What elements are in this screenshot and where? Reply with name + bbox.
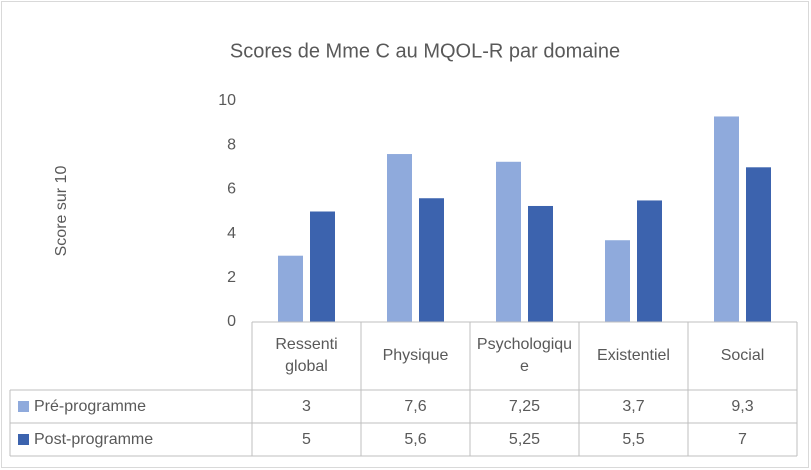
legend-label: Pré-programme xyxy=(34,397,147,415)
legend-cell: Pré-programme xyxy=(10,390,252,423)
y-tick-label: 4 xyxy=(227,225,236,242)
legend-swatch xyxy=(18,434,29,445)
table-value: 5,6 xyxy=(404,430,427,448)
table-value: 7,25 xyxy=(508,397,541,415)
legend-swatch xyxy=(18,401,29,412)
table-value: 7,6 xyxy=(404,397,427,415)
bar xyxy=(714,116,739,322)
legend-label: Post-programme xyxy=(34,430,154,448)
chart-title: Scores de Mme C au MQOL-R par domaine xyxy=(230,40,620,62)
y-tick-label: 8 xyxy=(227,136,236,153)
category-label: Psychologique xyxy=(476,336,573,375)
category-label: Existentiel xyxy=(597,347,670,364)
table-value: 5 xyxy=(302,430,311,448)
bar xyxy=(278,255,303,322)
bar xyxy=(528,205,553,322)
bar xyxy=(387,154,412,322)
bar xyxy=(496,161,521,322)
y-tick-label: 10 xyxy=(218,92,236,109)
table-value: 7 xyxy=(738,430,747,448)
table-value: 5,25 xyxy=(508,430,541,448)
table-value: 3 xyxy=(302,397,311,415)
table-value: 5,5 xyxy=(622,430,645,448)
table-value: 9,3 xyxy=(731,397,754,415)
y-axis-title: Score sur 10 xyxy=(53,166,70,257)
bar xyxy=(419,198,444,322)
bar xyxy=(310,211,335,322)
bar xyxy=(637,200,662,322)
category-label: Social xyxy=(720,347,765,364)
bar xyxy=(605,240,630,322)
table-value: 3,7 xyxy=(622,397,645,415)
legend-cell: Post-programme xyxy=(10,423,252,456)
category-label: Ressenti global xyxy=(275,336,338,375)
y-tick-label: 6 xyxy=(227,181,236,198)
y-tick-label: 2 xyxy=(227,269,236,286)
y-tick-label: 0 xyxy=(227,313,236,330)
category-label: Physique xyxy=(382,347,449,364)
bar xyxy=(746,167,771,322)
